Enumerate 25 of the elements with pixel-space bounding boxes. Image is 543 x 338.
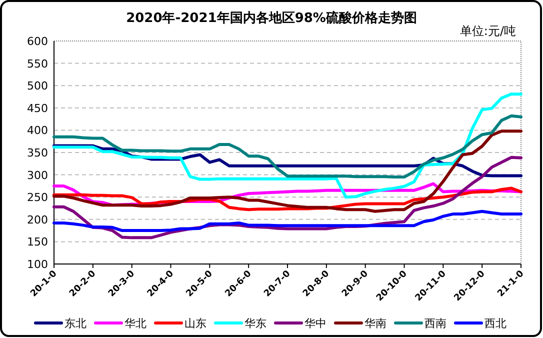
y-tick-label: 200 — [27, 213, 48, 226]
legend-label: 西北 — [484, 317, 506, 330]
chart-title: 2020年-2021年国内各地区98%硫酸价格走势图 — [126, 10, 417, 26]
line-series — [52, 130, 522, 213]
y-tick-label: 550 — [27, 57, 48, 70]
legend-label: 华北 — [124, 317, 146, 330]
legend-label: 华东 — [244, 317, 266, 330]
y-tick-label: 100 — [27, 258, 48, 271]
y-tick-label: 250 — [27, 191, 48, 204]
line-series — [52, 114, 522, 179]
y-tick-label: 400 — [27, 124, 48, 138]
y-tick-label: 300 — [27, 168, 48, 182]
legend-label: 华中 — [304, 317, 326, 330]
line-series — [52, 210, 522, 232]
y-tick-label: 600 — [27, 35, 48, 48]
y-tick-label: 500 — [27, 80, 48, 93]
legend-label: 西南 — [424, 317, 446, 330]
y-tick-label: 450 — [27, 102, 48, 115]
legend-label: 山东 — [184, 317, 206, 330]
legend-label: 东北 — [64, 317, 86, 330]
text: 单位:元/吨 — [460, 24, 516, 38]
legend-label: 华南 — [364, 317, 386, 330]
y-tick-label: 350 — [27, 146, 48, 160]
y-tick-label: 150 — [27, 236, 48, 249]
line-series — [52, 92, 522, 199]
